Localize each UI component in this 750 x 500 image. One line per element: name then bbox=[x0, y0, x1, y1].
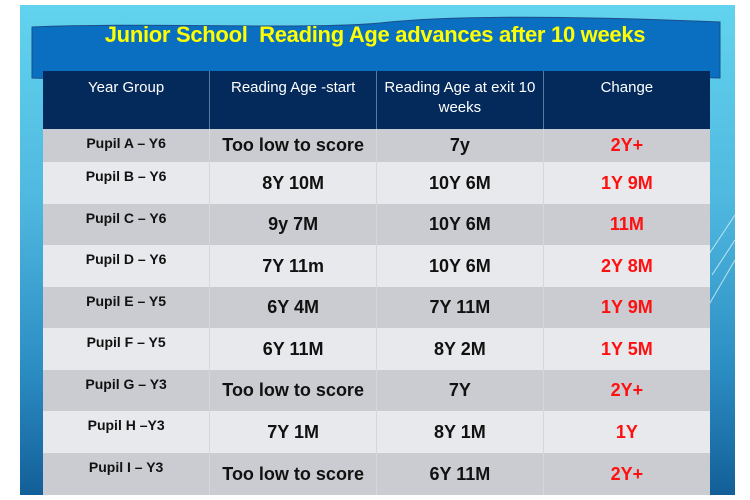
change-cell: 2Y+ bbox=[543, 370, 710, 411]
table-row: Pupil D – Y6 7Y 11m 10Y 6M 2Y 8M bbox=[43, 245, 710, 287]
table-row: Pupil I – Y3 Too low to score 6Y 11M 2Y+ bbox=[43, 453, 710, 495]
table-row: Pupil H –Y3 7Y 1M 8Y 1M 1Y bbox=[43, 411, 710, 453]
change-cell: 2Y+ bbox=[543, 453, 710, 495]
change-cell: 2Y+ bbox=[543, 129, 710, 162]
pupil-cell: Pupil H –Y3 bbox=[43, 411, 211, 453]
start-age-cell: 7Y 11m bbox=[209, 245, 377, 287]
exit-age-cell: 6Y 11M bbox=[376, 453, 544, 495]
start-age-cell: 6Y 11M bbox=[209, 328, 377, 370]
pupil-cell: Pupil B – Y6 bbox=[43, 162, 211, 204]
reading-age-table: Year Group Reading Age -start Reading Ag… bbox=[43, 71, 710, 495]
table-row: Pupil C – Y6 9y 7M 10Y 6M 11M bbox=[43, 204, 710, 245]
exit-age-cell: 8Y 2M bbox=[376, 328, 544, 370]
pupil-cell: Pupil F – Y5 bbox=[43, 328, 211, 370]
start-age-cell: Too low to score bbox=[209, 370, 377, 411]
exit-age-cell: 10Y 6M bbox=[376, 162, 544, 204]
change-cell: 1Y 9M bbox=[543, 287, 710, 328]
pupil-cell: Pupil I – Y3 bbox=[43, 453, 211, 495]
change-cell: 2Y 8M bbox=[543, 245, 710, 287]
pupil-cell: Pupil C – Y6 bbox=[43, 204, 211, 245]
start-age-cell: 8Y 10M bbox=[209, 162, 377, 204]
table-row: Pupil A – Y6 Too low to score 7y 2Y+ bbox=[43, 129, 710, 162]
exit-age-cell: 7y bbox=[376, 129, 544, 162]
start-age-cell: Too low to score bbox=[209, 129, 377, 162]
start-age-cell: 9y 7M bbox=[209, 204, 377, 245]
table-header-row: Year Group Reading Age -start Reading Ag… bbox=[43, 71, 710, 129]
change-cell: 1Y 5M bbox=[543, 328, 710, 370]
start-age-cell: 6Y 4M bbox=[209, 287, 377, 328]
exit-age-cell: 8Y 1M bbox=[376, 411, 544, 453]
table-row: Pupil B – Y6 8Y 10M 10Y 6M 1Y 9M bbox=[43, 162, 710, 204]
exit-age-cell: 7Y 11M bbox=[376, 287, 544, 328]
pupil-cell: Pupil D – Y6 bbox=[43, 245, 211, 287]
change-cell: 1Y 9M bbox=[543, 162, 710, 204]
table-row: Pupil F – Y5 6Y 11M 8Y 2M 1Y 5M bbox=[43, 328, 710, 370]
exit-age-cell: 7Y bbox=[376, 370, 544, 411]
pupil-cell: Pupil G – Y3 bbox=[43, 370, 211, 411]
header-change: Change bbox=[543, 71, 710, 129]
exit-age-cell: 10Y 6M bbox=[376, 245, 544, 287]
header-reading-age-start: Reading Age -start bbox=[209, 71, 377, 129]
exit-age-cell: 10Y 6M bbox=[376, 204, 544, 245]
header-reading-age-exit: Reading Age at exit 10 weeks bbox=[376, 71, 544, 129]
change-cell: 1Y bbox=[543, 411, 710, 453]
slide-title: Junior School Reading Age advances after… bbox=[104, 22, 646, 47]
table-row: Pupil G – Y3 Too low to score 7Y 2Y+ bbox=[43, 370, 710, 411]
start-age-cell: 7Y 1M bbox=[209, 411, 377, 453]
header-year-group: Year Group bbox=[43, 71, 211, 129]
pupil-cell: Pupil A – Y6 bbox=[43, 129, 211, 162]
start-age-cell: Too low to score bbox=[209, 453, 377, 495]
change-cell: 11M bbox=[543, 204, 710, 245]
pupil-cell: Pupil E – Y5 bbox=[43, 287, 211, 328]
table-row: Pupil E – Y5 6Y 4M 7Y 11M 1Y 9M bbox=[43, 287, 710, 328]
